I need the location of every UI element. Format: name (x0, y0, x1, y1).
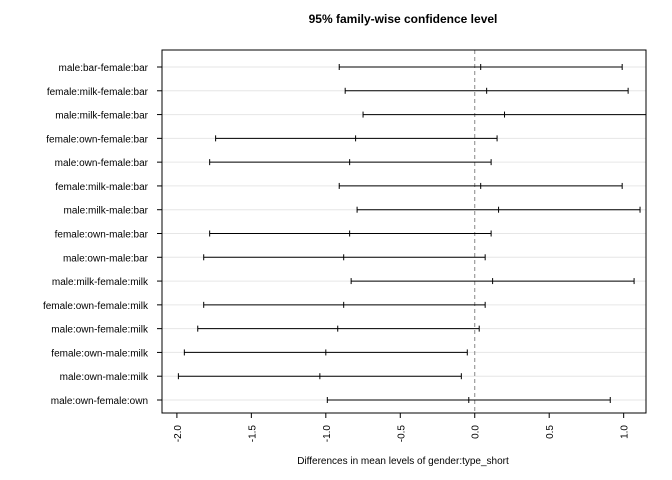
interval-bar (338, 64, 623, 70)
category-label: female:own-male:milk (51, 348, 149, 359)
interval-bar (338, 182, 623, 189)
category-label: male:own-male:bar (63, 253, 149, 264)
x-tick-label: 1.0 (620, 425, 631, 439)
category-label: male:milk-female:milk (52, 277, 149, 288)
category-label: male:own-female:own (51, 396, 148, 407)
category-label: female:own-female:milk (43, 301, 149, 312)
interval-bar (203, 254, 486, 261)
interval-bar (183, 349, 468, 356)
x-axis-ticks: -2.0 -1.5 -1.0 -0.5 0.0 0.5 1.0 (173, 413, 631, 442)
interval-bar (197, 325, 480, 332)
x-tick-label: -2.0 (173, 425, 184, 443)
x-tick-label: -0.5 (396, 425, 407, 443)
x-tick-label: 0.0 (471, 425, 482, 439)
category-label: male:milk-male:bar (64, 206, 149, 217)
category-label: male:bar-female:bar (59, 63, 149, 74)
x-tick-label: -1.0 (322, 425, 333, 443)
interval-bar (350, 278, 635, 285)
interval-bar (209, 159, 492, 166)
category-label: male:milk-female:bar (55, 111, 148, 122)
category-labels: male:bar-female:bar female:milk-female:ba… (43, 63, 162, 407)
category-label: male:own-male:milk (60, 372, 149, 383)
interval-bar (326, 397, 611, 403)
chart-title: 95% family-wise confidence level (309, 12, 498, 26)
interval-bar (362, 111, 647, 118)
interval-bar (215, 135, 498, 142)
x-tick-label: -1.5 (247, 425, 258, 443)
interval-bar (177, 373, 462, 380)
interval-bars (177, 64, 647, 403)
category-label: male:own-female:milk (51, 325, 149, 336)
interval-bar (356, 206, 641, 213)
interval-bar (203, 301, 486, 308)
category-label: male:own-female:bar (55, 158, 149, 169)
category-label: female:milk-female:bar (47, 87, 149, 98)
interval-bar (209, 230, 492, 237)
x-tick-label: 0.5 (545, 425, 556, 439)
category-label: female:milk-male:bar (55, 182, 148, 193)
plot-frame (161, 49, 647, 414)
category-label: female:own-female:bar (46, 134, 148, 145)
category-label: female:own-male:bar (55, 230, 149, 241)
interval-bar (344, 87, 629, 94)
x-axis-label: Differences in mean levels of gender:typ… (297, 456, 509, 467)
